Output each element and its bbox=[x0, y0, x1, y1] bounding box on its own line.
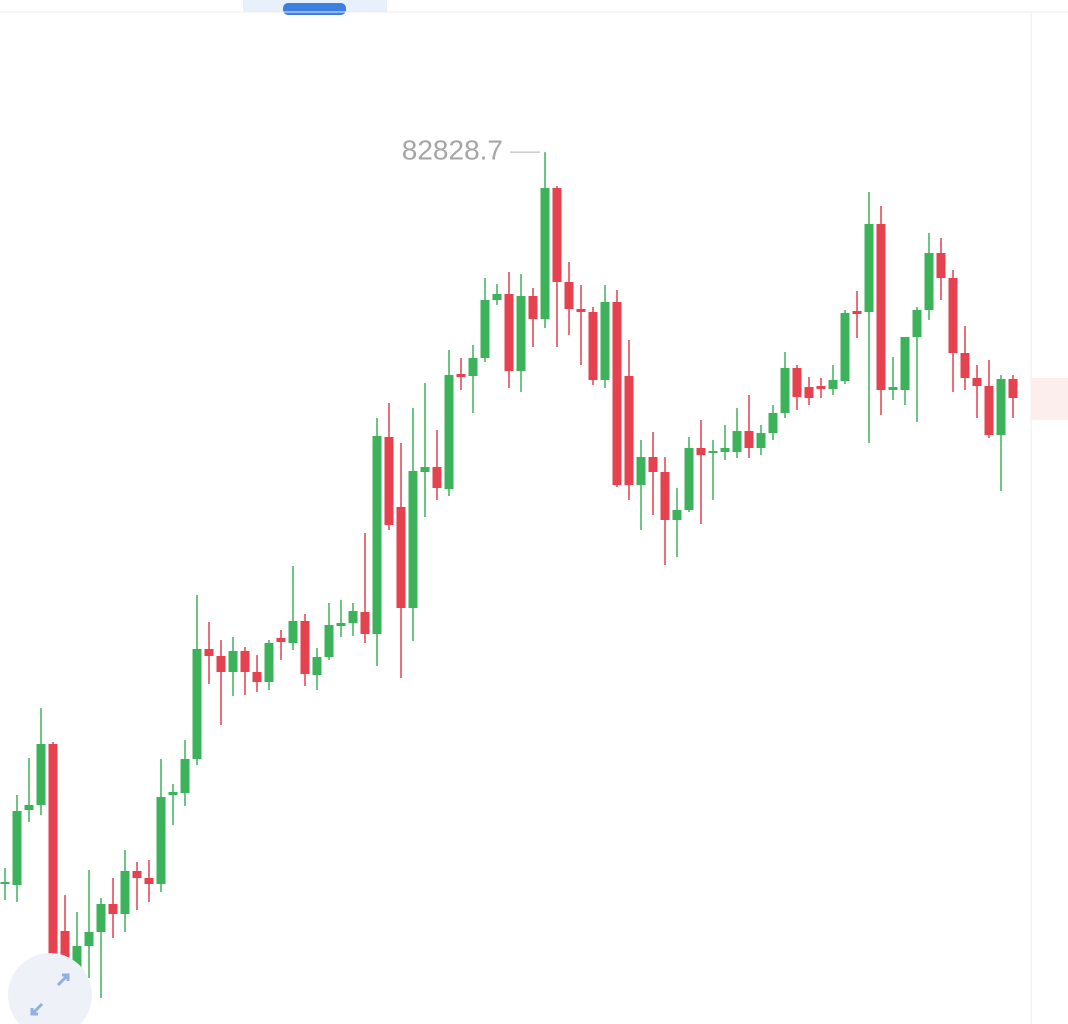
candle-body bbox=[216, 656, 226, 672]
candle-body bbox=[0, 882, 10, 884]
candle-body bbox=[456, 374, 466, 377]
candle-body bbox=[780, 368, 790, 413]
candle-body bbox=[564, 282, 574, 309]
candle-body bbox=[168, 792, 178, 795]
candle-body bbox=[300, 621, 310, 674]
candle-body bbox=[336, 623, 346, 626]
candle-body bbox=[144, 878, 154, 884]
candle-body bbox=[48, 744, 58, 955]
candle-body bbox=[120, 871, 130, 914]
candle-body bbox=[240, 651, 250, 672]
candle-body bbox=[540, 188, 550, 319]
candle-body bbox=[648, 457, 658, 472]
candle-body bbox=[984, 386, 994, 435]
candle-body bbox=[384, 437, 394, 525]
candle-body bbox=[372, 436, 382, 634]
candle-body bbox=[696, 448, 706, 455]
candle-body bbox=[576, 309, 586, 312]
candle-body bbox=[420, 467, 430, 472]
candle-body bbox=[444, 375, 454, 489]
candle-body bbox=[588, 312, 598, 380]
candle-body bbox=[96, 904, 106, 932]
candle-body bbox=[600, 302, 610, 380]
candle-body bbox=[432, 467, 442, 488]
candle-body bbox=[276, 638, 286, 642]
candle-body bbox=[180, 759, 190, 793]
candle-body bbox=[132, 871, 142, 878]
candle-body bbox=[516, 296, 526, 371]
candle-body bbox=[12, 811, 22, 885]
candle-body bbox=[204, 649, 214, 656]
candle-body bbox=[1008, 379, 1018, 398]
candle-body bbox=[84, 932, 94, 946]
candle-body bbox=[792, 368, 802, 397]
candle-body bbox=[816, 386, 826, 389]
candle-body bbox=[840, 313, 850, 381]
candle-body bbox=[660, 472, 670, 520]
candle-body bbox=[360, 612, 370, 634]
tab-active[interactable] bbox=[283, 3, 346, 15]
candle-body bbox=[324, 625, 334, 657]
candle-body bbox=[264, 643, 274, 682]
candle-body bbox=[960, 353, 970, 378]
candle-body bbox=[636, 457, 646, 485]
candle-body bbox=[468, 358, 478, 376]
candle-body bbox=[288, 621, 298, 643]
candle-body bbox=[156, 797, 166, 884]
candle-body bbox=[888, 387, 898, 390]
candle-body bbox=[24, 805, 34, 810]
candle-body bbox=[312, 657, 322, 675]
candle-body bbox=[876, 224, 886, 390]
candle-body bbox=[396, 507, 406, 608]
candle-body bbox=[804, 387, 814, 398]
max-price-label: 82828.7 bbox=[402, 135, 503, 166]
candle-body bbox=[252, 672, 262, 682]
candle-body bbox=[996, 379, 1006, 435]
plot-area bbox=[0, 152, 1018, 1022]
candle-body bbox=[972, 378, 982, 386]
candle-body bbox=[900, 337, 910, 390]
candle-body bbox=[756, 433, 766, 448]
candle-body bbox=[36, 744, 46, 805]
candle-body bbox=[492, 294, 502, 300]
candle-body bbox=[912, 310, 922, 337]
candle-body bbox=[612, 302, 622, 485]
current-price-band bbox=[1031, 378, 1068, 420]
candle-body bbox=[828, 380, 838, 389]
candle-body bbox=[768, 413, 778, 433]
candle-body bbox=[948, 278, 958, 353]
candle-body bbox=[552, 188, 562, 282]
candle-body bbox=[192, 649, 202, 759]
candle-body bbox=[408, 471, 418, 608]
candle-body bbox=[504, 294, 514, 371]
candle-body bbox=[732, 431, 742, 452]
expand-button[interactable] bbox=[8, 953, 92, 1024]
candle-body bbox=[348, 611, 358, 623]
candle-body bbox=[108, 904, 118, 914]
candle-body bbox=[528, 296, 538, 319]
candle-body bbox=[744, 431, 754, 448]
candle-body bbox=[936, 253, 946, 278]
candle-body bbox=[480, 300, 490, 358]
candle-body bbox=[228, 651, 238, 672]
candle-body bbox=[864, 224, 874, 312]
candle-body bbox=[852, 311, 862, 314]
candle-body bbox=[672, 510, 682, 520]
candle-body bbox=[708, 451, 718, 453]
candle-body bbox=[72, 946, 82, 972]
candle-body bbox=[924, 253, 934, 310]
candle-body bbox=[684, 448, 694, 510]
candle-body bbox=[60, 931, 70, 972]
candle-body bbox=[624, 376, 634, 485]
candle-body bbox=[720, 448, 730, 452]
